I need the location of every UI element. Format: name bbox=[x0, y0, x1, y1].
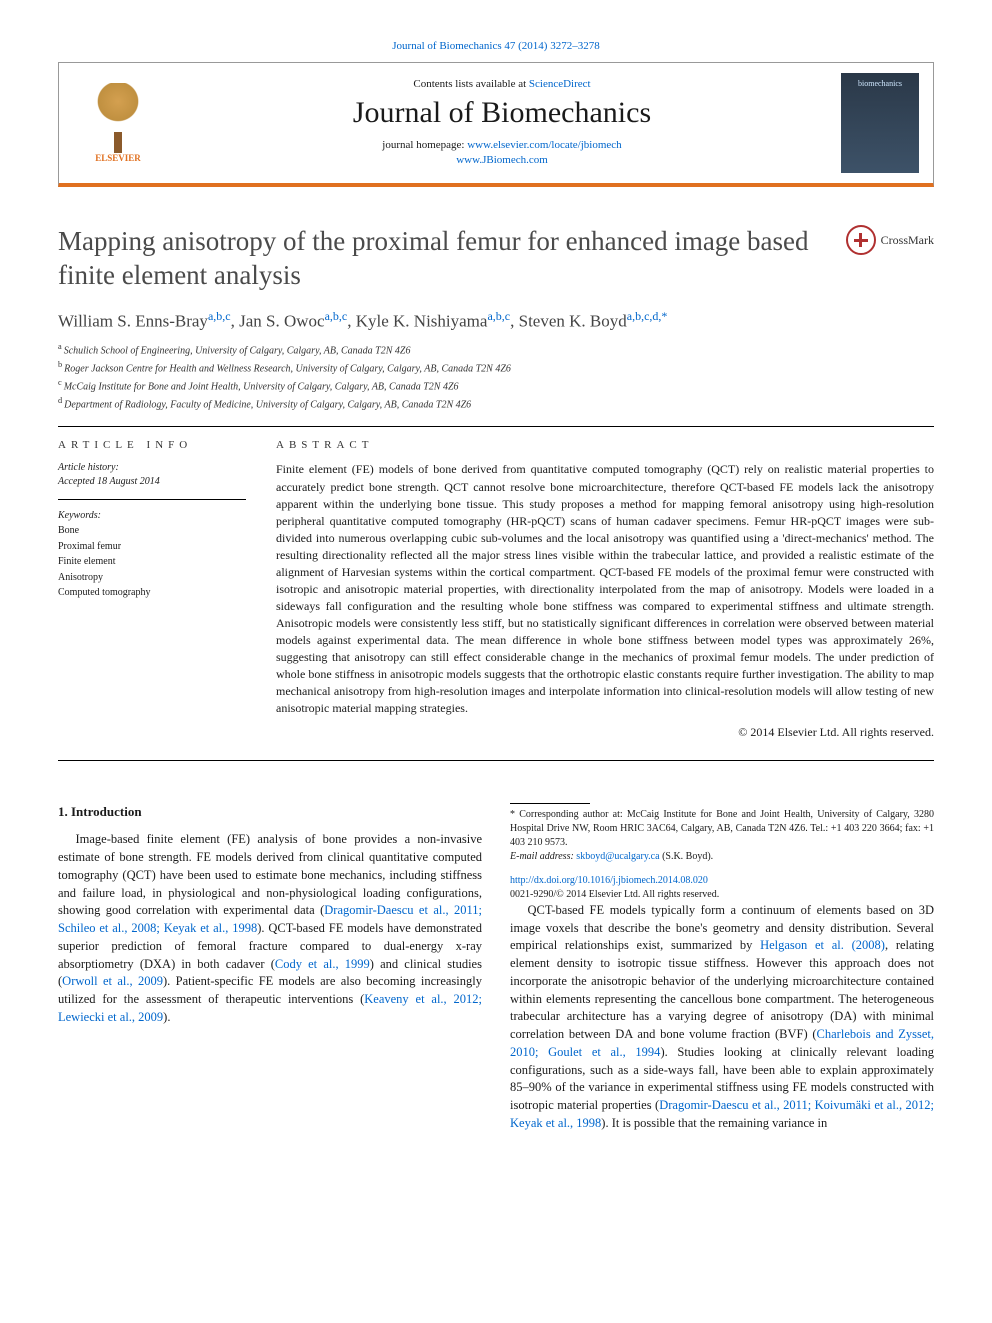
publisher-label: ELSEVIER bbox=[95, 153, 141, 163]
author-1: William S. Enns-Bray bbox=[58, 311, 208, 330]
affiliation-b: bRoger Jackson Centre for Health and Wel… bbox=[58, 359, 934, 377]
crossmark-label: CrossMark bbox=[881, 233, 934, 248]
aff-marker-d: d bbox=[58, 396, 62, 405]
history-label: Article history: bbox=[58, 461, 246, 475]
footnote-rule bbox=[510, 803, 590, 804]
issn-line: 0021-9290/© 2014 Elsevier Ltd. All right… bbox=[510, 888, 934, 902]
elsevier-tree-icon bbox=[83, 83, 153, 153]
abstract-text: Finite element (FE) models of bone deriv… bbox=[276, 461, 934, 716]
author-3: Kyle K. Nishiyama bbox=[356, 311, 488, 330]
ref-link[interactable]: Orwoll et al., 2009 bbox=[62, 974, 163, 988]
header-center: Contents lists available at ScienceDirec… bbox=[177, 78, 827, 169]
author-2: Jan S. Owoc bbox=[239, 311, 324, 330]
keyword: Anisotropy bbox=[58, 570, 246, 586]
aff-text-a: Schulich School of Engineering, Universi… bbox=[64, 345, 411, 356]
keywords-label: Keywords: bbox=[58, 510, 246, 521]
author-3-aff[interactable]: a,b,c bbox=[487, 309, 510, 323]
body-columns: 1. Introduction Image-based finite eleme… bbox=[58, 803, 934, 1133]
corr-email-suffix: (S.K. Boyd). bbox=[660, 851, 714, 862]
journal-cover-thumbnail[interactable]: biomechanics bbox=[841, 73, 919, 173]
corr-email-link[interactable]: skboyd@ucalgary.ca bbox=[576, 851, 659, 862]
article-info-label: ARTICLE INFO bbox=[58, 439, 246, 451]
author-2-aff[interactable]: a,b,c bbox=[325, 309, 348, 323]
article-title: Mapping anisotropy of the proximal femur… bbox=[58, 225, 826, 293]
doi-block: http://dx.doi.org/10.1016/j.jbiomech.201… bbox=[510, 874, 934, 902]
p2-text-d: ). It is possible that the remaining var… bbox=[601, 1116, 827, 1130]
author-4-aff[interactable]: a,b,c,d, bbox=[627, 309, 662, 323]
homepage-prefix: journal homepage: bbox=[382, 139, 467, 151]
corr-email-line: E-mail address: skboyd@ucalgary.ca (S.K.… bbox=[510, 850, 934, 864]
journal-header: ELSEVIER Contents lists available at Sci… bbox=[58, 62, 934, 187]
corresponding-star[interactable]: * bbox=[661, 309, 667, 323]
keyword: Proximal femur bbox=[58, 539, 246, 555]
citation-link[interactable]: Journal of Biomechanics 47 (2014) 3272–3… bbox=[392, 40, 599, 52]
copyright-line: © 2014 Elsevier Ltd. All rights reserved… bbox=[276, 725, 934, 740]
abstract-label: ABSTRACT bbox=[276, 439, 934, 451]
keywords-list: Bone Proximal femur Finite element Aniso… bbox=[58, 523, 246, 601]
doi-link[interactable]: http://dx.doi.org/10.1016/j.jbiomech.201… bbox=[510, 875, 708, 886]
history-accepted: Accepted 18 August 2014 bbox=[58, 475, 246, 489]
journal-name: Journal of Biomechanics bbox=[177, 96, 827, 130]
keyword: Finite element bbox=[58, 554, 246, 570]
intro-paragraph-2: QCT-based FE models typically form a con… bbox=[510, 902, 934, 1133]
affiliation-a: aSchulich School of Engineering, Univers… bbox=[58, 341, 934, 359]
article-history: Article history: Accepted 18 August 2014 bbox=[58, 461, 246, 500]
sciencedirect-link[interactable]: ScienceDirect bbox=[529, 78, 591, 90]
crossmark-badge[interactable]: CrossMark bbox=[846, 225, 934, 255]
publisher-logo[interactable]: ELSEVIER bbox=[73, 73, 163, 173]
corr-email-label: E-mail address: bbox=[510, 851, 576, 862]
p2-text-b: , relating element density to isotropic … bbox=[510, 938, 934, 1041]
cover-label: biomechanics bbox=[858, 79, 902, 88]
intro-paragraph-1: Image-based finite element (FE) analysis… bbox=[58, 831, 482, 1026]
author-4: Steven K. Boyd bbox=[519, 311, 627, 330]
ref-link[interactable]: Helgason et al. (2008) bbox=[760, 938, 885, 952]
contents-line: Contents lists available at ScienceDirec… bbox=[177, 78, 827, 90]
top-citation: Journal of Biomechanics 47 (2014) 3272–3… bbox=[58, 40, 934, 52]
corr-address: * Corresponding author at: McCaig Instit… bbox=[510, 808, 934, 850]
aff-text-c: McCaig Institute for Bone and Joint Heal… bbox=[64, 381, 459, 392]
affiliation-d: dDepartment of Radiology, Faculty of Med… bbox=[58, 395, 934, 413]
article-info-column: ARTICLE INFO Article history: Accepted 1… bbox=[58, 439, 246, 739]
aff-marker-a: a bbox=[58, 342, 62, 351]
homepage-link-2[interactable]: www.JBiomech.com bbox=[456, 154, 548, 166]
p1-text-e: ). bbox=[163, 1010, 170, 1024]
abstract-column: ABSTRACT Finite element (FE) models of b… bbox=[276, 439, 934, 739]
homepage-link-1[interactable]: www.elsevier.com/locate/jbiomech bbox=[467, 139, 621, 151]
aff-marker-b: b bbox=[58, 360, 62, 369]
ref-link[interactable]: Cody et al., 1999 bbox=[275, 957, 370, 971]
intro-heading: 1. Introduction bbox=[58, 803, 482, 821]
aff-marker-c: c bbox=[58, 378, 62, 387]
keyword: Computed tomography bbox=[58, 585, 246, 601]
affiliations: aSchulich School of Engineering, Univers… bbox=[58, 341, 934, 412]
crossmark-icon bbox=[846, 225, 876, 255]
authors-line: William S. Enns-Braya,b,c, Jan S. Owoca,… bbox=[58, 309, 934, 332]
aff-text-d: Department of Radiology, Faculty of Medi… bbox=[64, 399, 471, 410]
corresponding-footnote: * Corresponding author at: McCaig Instit… bbox=[510, 808, 934, 864]
contents-prefix: Contents lists available at bbox=[413, 78, 528, 90]
author-1-aff[interactable]: a,b,c bbox=[208, 309, 231, 323]
aff-text-b: Roger Jackson Centre for Health and Well… bbox=[64, 363, 511, 374]
homepage-line: journal homepage: www.elsevier.com/locat… bbox=[177, 138, 827, 169]
keyword: Bone bbox=[58, 523, 246, 539]
affiliation-c: cMcCaig Institute for Bone and Joint Hea… bbox=[58, 377, 934, 395]
